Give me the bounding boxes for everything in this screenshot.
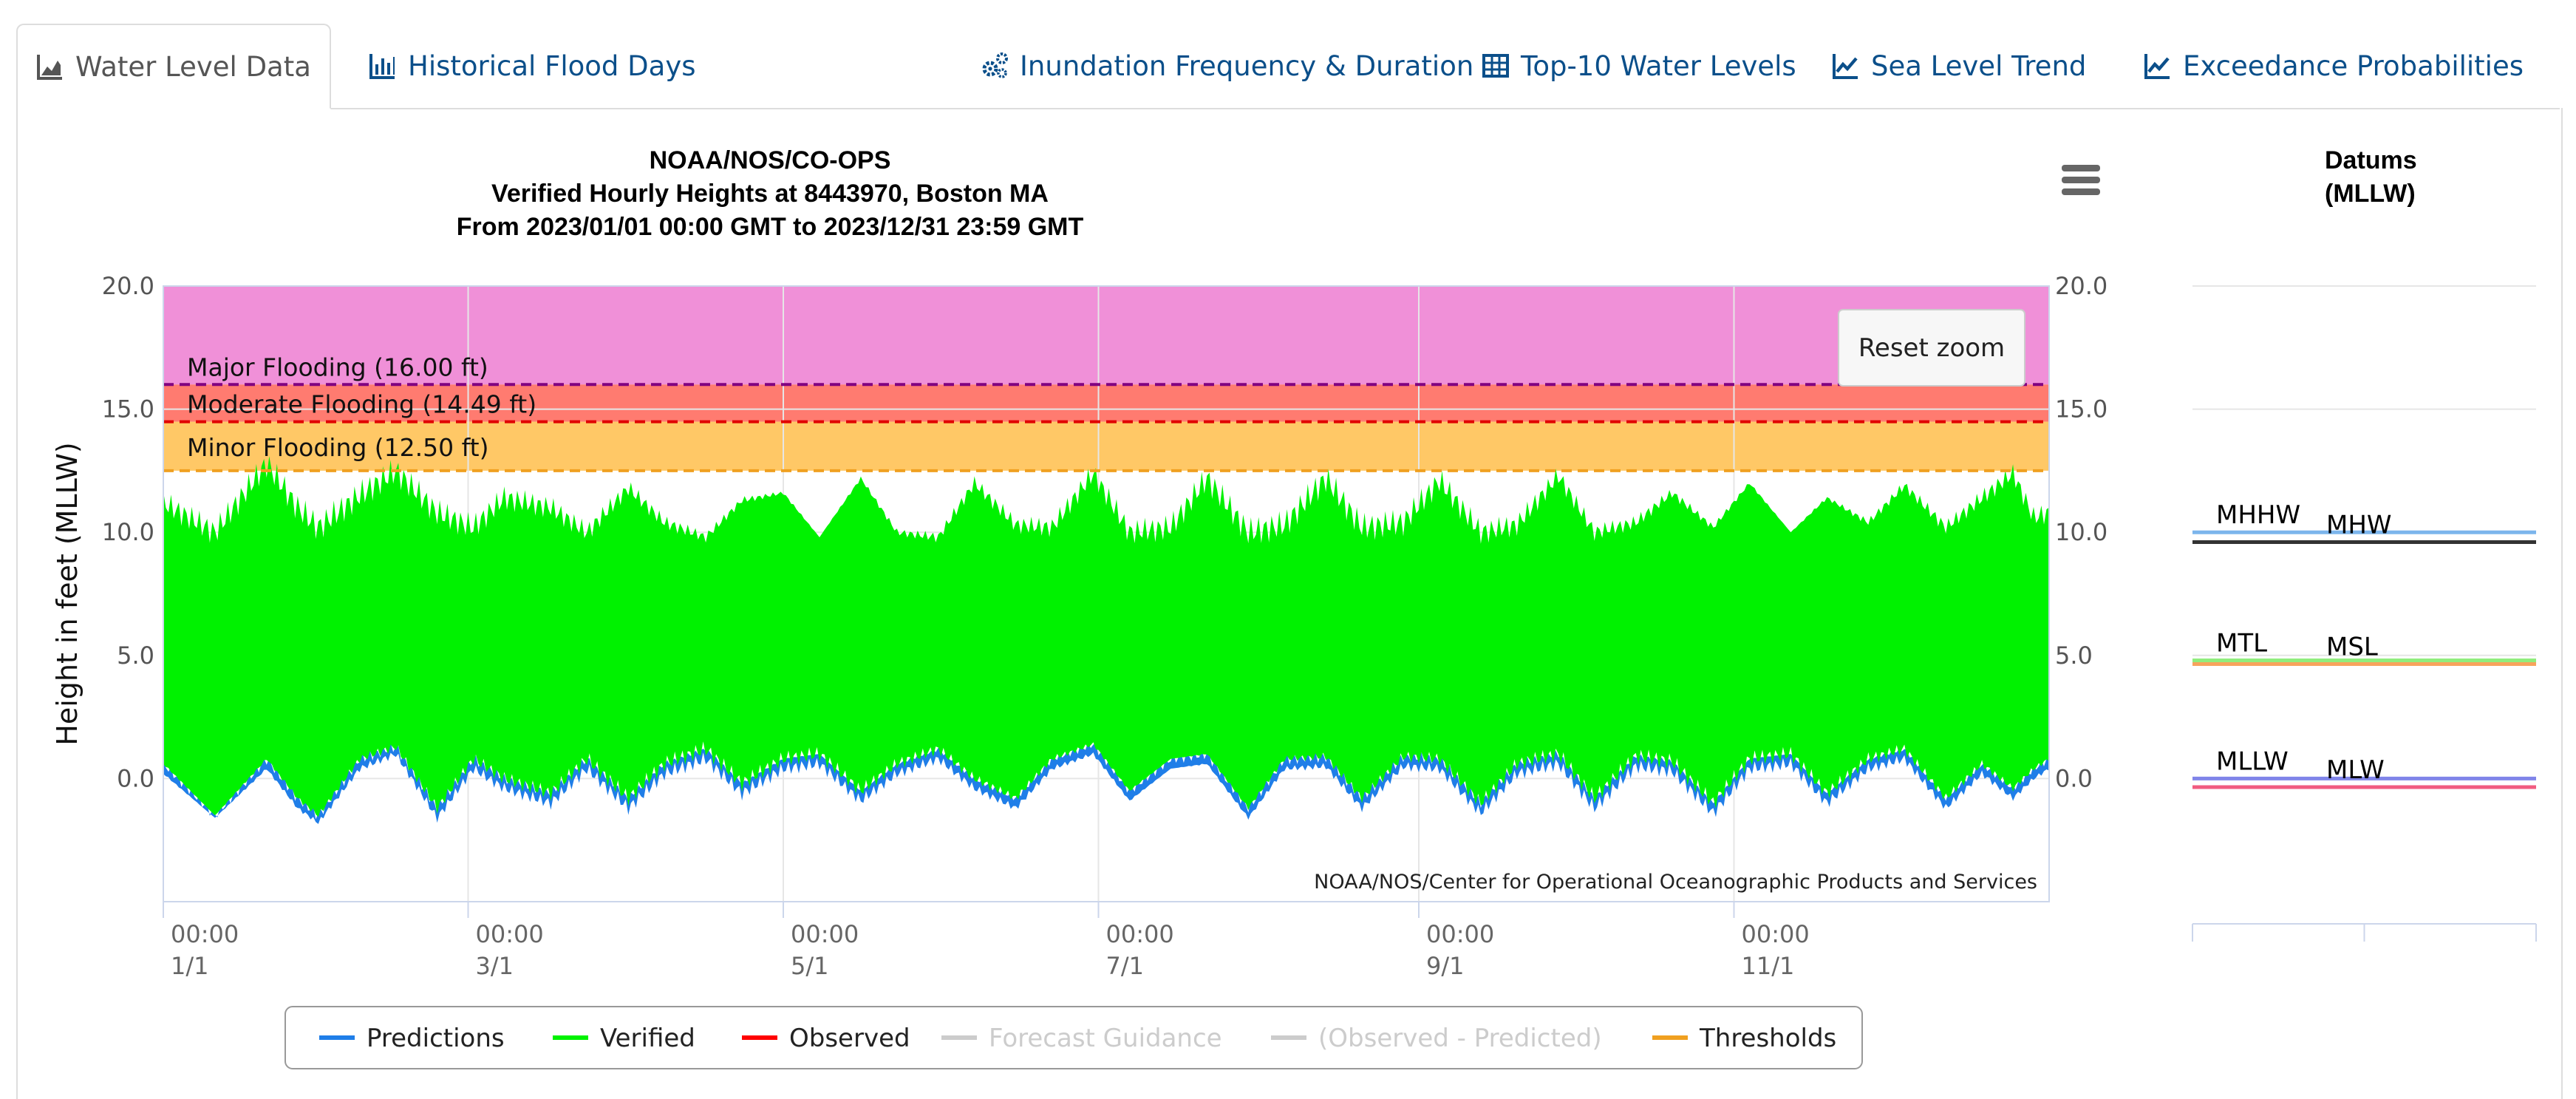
- gears-icon: [980, 51, 1009, 81]
- chart-legend: Predictions Verified Observed Forecast Guid…: [284, 1006, 1863, 1069]
- major-flood-band: [163, 286, 2049, 385]
- chart-credit: NOAA/NOS/Center for Operational Oceanogr…: [1314, 871, 2037, 894]
- datums-panel: Datums (MLLW) MHHW MHW MTL MSL MLLW MLW: [2192, 146, 2537, 942]
- menu-bar: [2062, 188, 2100, 195]
- y-tick-label: 20.0: [102, 272, 154, 300]
- tab-water-level-data[interactable]: Water Level Data: [16, 24, 331, 109]
- datum-label-mhw: MHW: [2326, 511, 2392, 540]
- x-tick-date: 3/1: [476, 952, 514, 980]
- datum-label-mhhw: MHHW: [2216, 500, 2300, 530]
- x-tick-date: 1/1: [171, 952, 209, 980]
- y-tick-label: 10.0: [102, 518, 154, 546]
- predictions-series: [163, 741, 2049, 824]
- x-tick-date: 7/1: [1106, 952, 1145, 980]
- y-tick-label-right: 5.0: [2055, 642, 2093, 670]
- bar-chart-icon: [368, 51, 398, 81]
- legend-item-forecast-guidance[interactable]: Forecast Guidance: [941, 1024, 1222, 1053]
- y-tick-label: 15.0: [102, 395, 154, 423]
- chart-subtitle-station: Verified Hourly Heights at 8443970, Bost…: [491, 180, 1049, 208]
- area-chart-icon: [35, 52, 65, 81]
- y-tick-label: 5.0: [117, 642, 154, 670]
- plot-border: [163, 285, 2050, 902]
- line-chart-icon: [2143, 51, 2173, 81]
- tab-top-10-water-levels[interactable]: Top-10 Water Levels: [1463, 24, 1814, 108]
- x-tick-time: 00:00: [476, 920, 544, 948]
- tab-inundation-frequency-duration[interactable]: Inundation Frequency & Duration: [962, 24, 1491, 108]
- legend-item-verified[interactable]: Verified: [553, 1024, 695, 1053]
- tab-exceedance-probabilities[interactable]: Exceedance Probabilities: [2125, 24, 2541, 108]
- line-chart-icon: [1831, 51, 1861, 81]
- tab-bar: Water Level Data Historical Flood Days Inu…: [16, 24, 2560, 109]
- tab-sea-level-trend[interactable]: Sea Level Trend: [1813, 24, 2104, 108]
- x-tick-time: 00:00: [171, 920, 239, 948]
- datum-label-mlw: MLW: [2326, 755, 2385, 785]
- legend-item-thresholds[interactable]: Thresholds: [1652, 1024, 1836, 1053]
- water-level-chart: NOAA/NOS/CO-OPS Verified Hourly Heights a…: [51, 146, 2537, 1069]
- threshold-label: Major Flooding (16.00 ft): [187, 353, 488, 381]
- tab-label: Historical Flood Days: [408, 50, 696, 82]
- legend-label: Observed: [789, 1024, 910, 1053]
- legend-label: Forecast Guidance: [989, 1024, 1222, 1053]
- legend-item-observed-predicted[interactable]: (Observed - Predicted): [1271, 1024, 1602, 1053]
- x-tick-time: 00:00: [1742, 920, 1810, 948]
- tab-label: Sea Level Trend: [1871, 50, 2087, 82]
- legend-label: Verified: [600, 1024, 695, 1053]
- legend-item-predictions[interactable]: Predictions: [319, 1024, 505, 1053]
- y-tick-label-right: 15.0: [2055, 395, 2108, 423]
- legend-label: (Observed - Predicted): [1318, 1024, 1602, 1053]
- datums-subtitle: (MLLW): [2325, 180, 2416, 208]
- y-tick-label-right: 20.0: [2055, 272, 2108, 300]
- reset-zoom-label: Reset zoom: [1858, 333, 2005, 363]
- threshold-label: Minor Flooding (12.50 ft): [187, 433, 489, 462]
- y-tick-label: 0.0: [117, 764, 154, 792]
- reset-zoom-button[interactable]: Reset zoom: [1838, 309, 2025, 387]
- tab-label: Top-10 Water Levels: [1521, 50, 1796, 82]
- datums-title: Datums: [2325, 146, 2417, 174]
- reset-zoom-box: [1838, 309, 2025, 387]
- legend-label: Predictions: [367, 1024, 505, 1053]
- menu-bar: [2062, 165, 2100, 171]
- datum-label-mllw: MLLW: [2216, 746, 2289, 776]
- verified-series: [163, 456, 2049, 817]
- x-tick-time: 00:00: [791, 920, 859, 948]
- legend-label: Thresholds: [1699, 1024, 1836, 1053]
- legend-item-observed[interactable]: Observed: [742, 1024, 910, 1053]
- y-axis-label: Height in feet (MLLW): [51, 442, 84, 745]
- y-tick-label-right: 0.0: [2055, 764, 2093, 792]
- chart-subtitle-range: From 2023/01/01 00:00 GMT to 2023/12/31 …: [457, 213, 1084, 241]
- tab-label: Inundation Frequency & Duration: [1020, 50, 1474, 82]
- legend-box: [284, 1006, 1863, 1069]
- moderate-flood-band: [163, 384, 2049, 422]
- table-icon: [1481, 51, 1510, 81]
- x-tick-date: 11/1: [1742, 952, 1795, 980]
- tab-historical-flood-days[interactable]: Historical Flood Days: [350, 24, 714, 108]
- threshold-label: Moderate Flooding (14.49 ft): [187, 390, 536, 419]
- chart-menu-icon[interactable]: [2062, 165, 2100, 195]
- chart-title: NOAA/NOS/CO-OPS: [650, 146, 891, 174]
- chart-panel: NOAA/NOS/CO-OPS Verified Hourly Heights a…: [16, 108, 2563, 1099]
- y-tick-label-right: 10.0: [2055, 518, 2108, 546]
- menu-bar: [2062, 177, 2100, 183]
- tab-label: Water Level Data: [75, 50, 311, 83]
- x-tick-time: 00:00: [1106, 920, 1174, 948]
- x-tick-time: 00:00: [1426, 920, 1494, 948]
- datum-label-msl: MSL: [2326, 632, 2378, 661]
- minor-flood-band: [163, 421, 2049, 471]
- tab-label: Exceedance Probabilities: [2183, 50, 2524, 82]
- x-tick-date: 9/1: [1426, 952, 1465, 980]
- datum-label-mtl: MTL: [2216, 628, 2267, 658]
- x-tick-date: 5/1: [791, 952, 829, 980]
